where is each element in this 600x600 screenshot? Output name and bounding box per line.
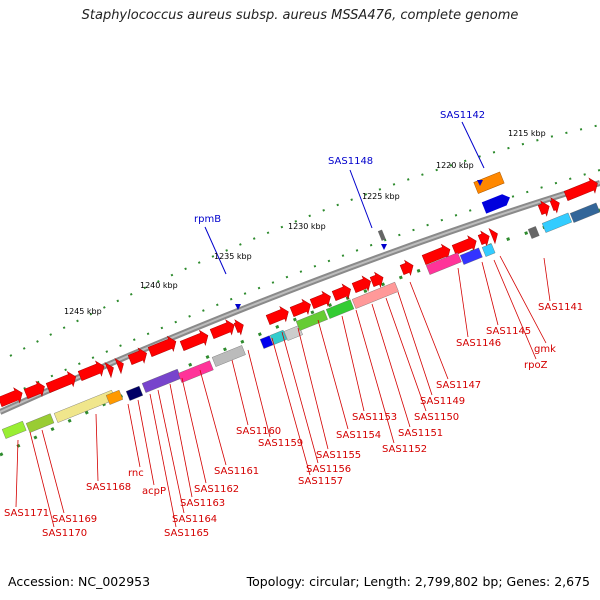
gene-label: SAS1146 <box>456 338 501 349</box>
gene-label: SAS1171 <box>4 508 49 519</box>
gene-arrow <box>289 298 311 317</box>
gene-arrow <box>399 259 414 276</box>
sas1142-feature <box>473 171 505 194</box>
gene-arrow <box>488 227 498 245</box>
gene-label: SAS1156 <box>306 464 351 475</box>
feature-block <box>569 202 600 223</box>
gene-arrow <box>477 230 490 247</box>
gene-label: SAS1163 <box>180 498 225 509</box>
feature-block <box>177 360 214 383</box>
feature-block <box>459 247 483 265</box>
feature-block <box>259 335 274 349</box>
gene-label: SAS1151 <box>398 428 443 439</box>
gene-label: SAS1150 <box>414 412 459 423</box>
gene-arrow <box>331 283 351 301</box>
scale-label: 1235 kbp <box>214 252 252 261</box>
gene-label: gmk <box>534 344 556 355</box>
gene-arrow <box>77 360 105 381</box>
feature-block <box>25 413 55 433</box>
gene-label: SAS1145 <box>486 326 531 337</box>
scale-label: 1245 kbp <box>64 307 102 316</box>
gene-arrow <box>369 271 384 288</box>
feature-block <box>481 243 496 257</box>
gene-label-named: SAS1148 <box>328 156 373 167</box>
gene-arrow <box>233 319 244 336</box>
accession-text: Accession: NC_002953 <box>8 574 151 589</box>
scale-label: 1240 kbp <box>140 281 178 290</box>
gene-label: SAS1153 <box>352 412 397 423</box>
scale-label: 1230 kbp <box>288 222 326 231</box>
gene-arrow <box>209 319 235 339</box>
gene-label: SAS1164 <box>172 514 217 525</box>
gene-label: SAS1157 <box>298 476 343 487</box>
gene-arrow <box>0 387 23 407</box>
gene-label: SAS1160 <box>236 426 281 437</box>
gene-arrow <box>147 335 177 357</box>
feature-block <box>351 281 399 309</box>
gene-label: SAS1165 <box>164 528 209 539</box>
gene-arrow <box>351 275 371 293</box>
gene-arrow <box>23 380 45 399</box>
scale-label: 1215 kbp <box>508 129 546 138</box>
gene-label: SAS1154 <box>336 430 381 441</box>
gene-label: SAS1161 <box>214 466 259 477</box>
feature-block <box>425 252 462 275</box>
gene-arrow <box>537 200 550 217</box>
gene-label: SAS1141 <box>538 302 583 313</box>
feature-block <box>325 299 355 319</box>
feature-block <box>295 309 328 331</box>
genome-stats-text: Topology: circular; Length: 2,799,802 bp… <box>246 574 590 589</box>
scale-label: 1220 kbp <box>436 161 474 170</box>
scale-label: 1225 kbp <box>362 192 400 201</box>
gene-arrow <box>114 357 124 375</box>
gene-arrow <box>563 177 598 201</box>
gene-arrow <box>127 347 147 365</box>
gene-label: SAS1152 <box>382 444 427 455</box>
gene-label: rnc <box>128 468 144 479</box>
feature-block <box>141 368 182 393</box>
gene-arrow <box>309 290 331 309</box>
gene-arrow <box>265 305 289 325</box>
feature-block <box>125 385 144 401</box>
gene-label-named: rpmB <box>194 214 221 225</box>
map-title: Staphylococcus aureus subsp. aureus MSSA… <box>81 8 519 23</box>
gene-label: rpoZ <box>524 360 548 371</box>
gene-arrow <box>421 243 451 265</box>
gene-label: SAS1162 <box>194 484 239 495</box>
feature-block <box>527 226 540 239</box>
feature-block <box>541 212 573 233</box>
gene-label: acpP <box>142 486 166 497</box>
gene-label: SAS1170 <box>42 528 87 539</box>
feature-block <box>377 229 386 241</box>
gene-arrow <box>104 361 114 379</box>
scale-track-outer <box>9 124 600 357</box>
feature-block <box>1 420 27 439</box>
feature-block <box>211 345 246 367</box>
gene-label-named: SAS1142 <box>440 110 485 121</box>
gene-label: SAS1147 <box>436 380 481 391</box>
gene-arrow <box>179 329 209 351</box>
gene-arrow <box>549 197 560 214</box>
gene-label: SAS1159 <box>258 438 303 449</box>
feature-block <box>53 389 116 423</box>
gene-arrow <box>451 235 477 255</box>
feature-block <box>105 389 124 405</box>
gene-label: SAS1149 <box>420 396 465 407</box>
gene-label: SAS1169 <box>52 514 97 525</box>
sas1142-arrow <box>481 194 510 214</box>
gene-arrow <box>45 370 77 393</box>
gene-label: SAS1155 <box>316 450 361 461</box>
gene-label: SAS1168 <box>86 482 131 493</box>
